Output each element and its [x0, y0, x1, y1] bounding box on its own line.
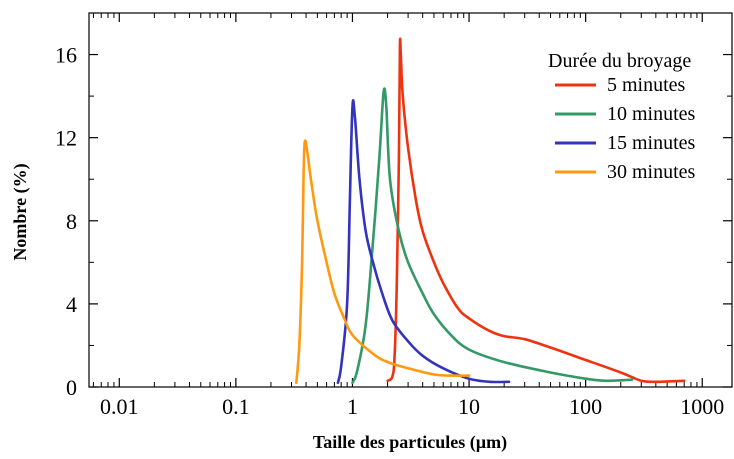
x-tick-label: 100	[569, 394, 602, 419]
y-tick-label: 0	[66, 375, 77, 400]
series-line-4	[295, 139, 471, 385]
legend-label-3: 15 minutes	[607, 132, 696, 154]
legend-label-4: 30 minutes	[607, 161, 696, 183]
x-tick-label: 1000	[680, 394, 724, 419]
legend: Durée du broyage 5 minutes 10 minutes 15 m…	[548, 50, 696, 183]
series-line-3	[336, 99, 511, 385]
legend-label-2: 10 minutes	[607, 103, 696, 125]
series-line-2	[351, 87, 634, 385]
x-axis-title: Taille des particules (µm)	[313, 432, 507, 453]
x-tick-label: 1	[347, 394, 358, 419]
y-tick-label: 16	[55, 43, 77, 68]
y-tick-label: 8	[66, 209, 77, 234]
series-line-1	[386, 37, 686, 384]
x-tick-label: 0.1	[222, 394, 250, 419]
series-lines	[295, 37, 686, 385]
y-axis-ticks: 0 4 8 12 16	[55, 43, 732, 400]
x-tick-label: 0.01	[100, 394, 139, 419]
y-tick-label: 12	[55, 126, 77, 151]
y-axis-title: Nombre (%)	[10, 163, 31, 260]
x-axis-ticks: 0.01 0.1 1 10 100 1000	[92, 13, 724, 419]
legend-title: Durée du broyage	[548, 50, 691, 72]
x-tick-label: 10	[458, 394, 480, 419]
y-tick-label: 4	[66, 292, 77, 317]
legend-label-1: 5 minutes	[607, 74, 686, 96]
plot-frame	[88, 12, 733, 388]
